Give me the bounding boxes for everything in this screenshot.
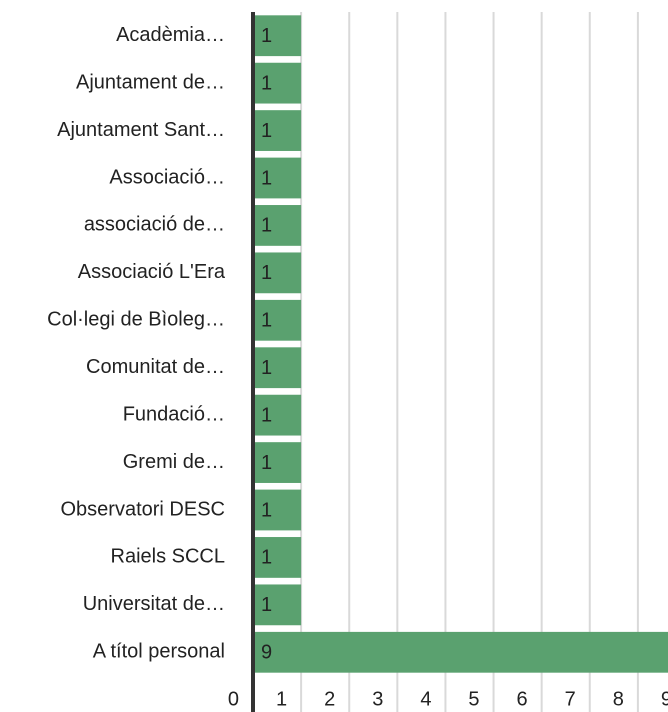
value-label: 1: [261, 404, 272, 426]
y-tick-label: Col·legi de Bìoleg…: [47, 309, 225, 331]
bar: [253, 347, 302, 389]
bar: [253, 299, 302, 341]
x-tick-label: 2: [324, 688, 335, 710]
y-tick-label: Ajuntament de…: [76, 71, 225, 93]
value-label: 1: [261, 167, 272, 189]
value-label: 1: [261, 357, 272, 379]
value-label: 1: [261, 452, 272, 474]
value-label: 1: [261, 547, 272, 569]
y-tick-label: Acadèmia…: [116, 24, 225, 46]
y-tick-label: Universitat de…: [83, 593, 225, 615]
y-tick-label: Comunitat de…: [86, 356, 225, 378]
y-tick-label: Gremi de…: [123, 451, 225, 473]
x-tick-label: 8: [613, 688, 624, 710]
bar: [253, 489, 302, 531]
value-label: 1: [261, 120, 272, 142]
value-label: 9: [261, 642, 272, 664]
bar: [253, 537, 302, 578]
x-tick-label: 3: [372, 688, 383, 710]
value-label: 1: [261, 594, 272, 616]
y-tick-label: associació de…: [84, 214, 225, 236]
x-tick-label: 0: [228, 688, 239, 710]
bar: [253, 62, 302, 104]
value-label: 1: [261, 310, 272, 332]
bar: [253, 584, 302, 626]
value-label: 1: [261, 499, 272, 521]
bar: [253, 205, 302, 246]
bar: [253, 252, 302, 294]
y-tick-label: Ajuntament Sant…: [57, 119, 225, 141]
bar: [253, 110, 302, 151]
bar: [253, 157, 302, 199]
bar: [253, 631, 668, 673]
x-tick-label: 9: [661, 688, 668, 710]
x-tick-label: 7: [565, 688, 576, 710]
bar: [253, 394, 302, 436]
bar: [253, 442, 302, 483]
y-tick-label: Raiels SCCL: [111, 546, 225, 568]
bar: [253, 15, 302, 57]
x-tick-label: 4: [420, 688, 431, 710]
y-tick-label: Observatori DESC: [61, 498, 226, 520]
x-tick-label: 5: [468, 688, 479, 710]
x-tick-label: 1: [276, 688, 287, 710]
value-label: 1: [261, 262, 272, 284]
value-label: 1: [261, 215, 272, 237]
x-tick-label: 6: [517, 688, 528, 710]
y-tick-label: Associació L'Era: [78, 261, 226, 283]
y-tick-label: Associació…: [109, 166, 225, 188]
y-tick-label: Fundació…: [123, 403, 225, 425]
value-label: 1: [261, 72, 272, 94]
value-label: 1: [261, 25, 272, 47]
y-tick-label: A títol personal: [93, 641, 225, 663]
